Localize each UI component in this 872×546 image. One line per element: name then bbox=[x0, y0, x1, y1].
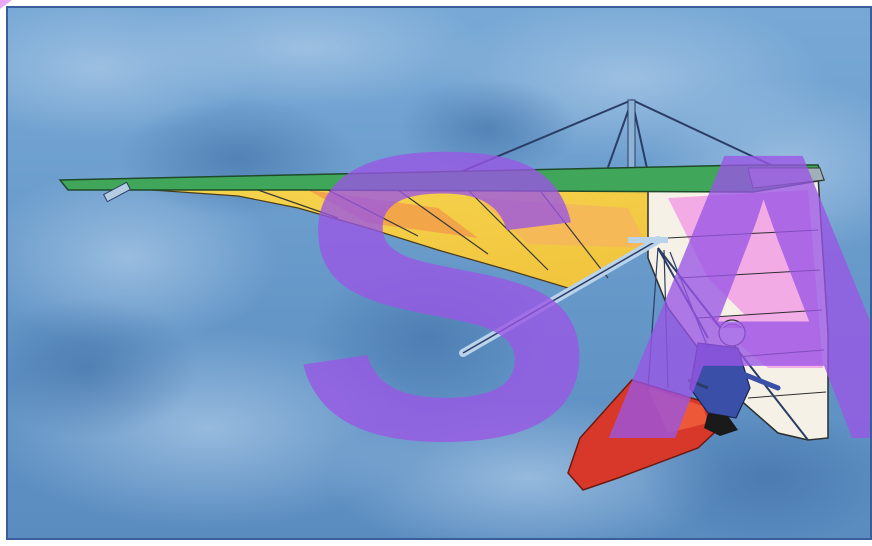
leading-edge-tube bbox=[58, 164, 826, 193]
corner-mark-icon bbox=[0, 0, 12, 9]
watermark: SA bbox=[290, 67, 872, 525]
hang-glider-photo: SA bbox=[6, 6, 872, 540]
watermark-text: SA bbox=[290, 67, 872, 525]
pilot bbox=[687, 319, 781, 436]
hang-glider bbox=[58, 99, 829, 491]
